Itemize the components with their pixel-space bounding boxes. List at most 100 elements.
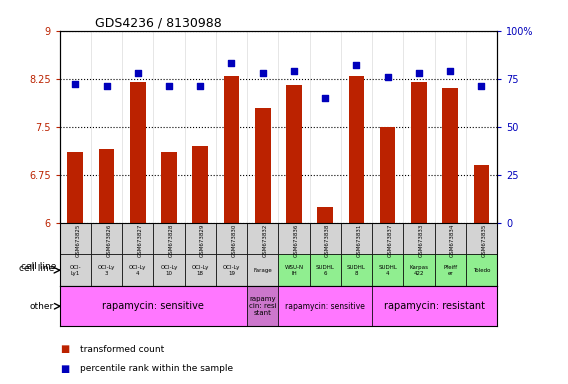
Text: GSM673829: GSM673829 — [200, 224, 205, 257]
Point — [352, 62, 361, 68]
Bar — [318, 207, 333, 223]
Bar — [130, 82, 145, 223]
Bar — [185, 255, 216, 286]
Bar — [216, 255, 247, 286]
Text: ■: ■ — [60, 364, 69, 374]
Text: GSM673832: GSM673832 — [262, 224, 268, 257]
Text: other: other — [30, 302, 54, 311]
Bar — [247, 255, 278, 286]
Bar — [60, 286, 247, 326]
Bar — [341, 255, 372, 286]
Bar — [474, 165, 489, 223]
Bar — [278, 286, 372, 326]
Bar — [216, 223, 247, 255]
Text: ■: ■ — [60, 344, 69, 354]
Bar — [411, 82, 427, 223]
Text: GSM673825: GSM673825 — [75, 224, 80, 257]
Text: SUDHL
6: SUDHL 6 — [316, 265, 335, 276]
Bar — [153, 223, 185, 255]
Bar — [255, 108, 270, 223]
Bar — [310, 255, 341, 286]
Bar — [380, 127, 395, 223]
Bar — [372, 255, 403, 286]
Point — [70, 81, 80, 88]
Bar — [153, 255, 185, 286]
Text: WSU-N
IH: WSU-N IH — [285, 265, 303, 276]
Text: rapamycin: resistant: rapamycin: resistant — [384, 301, 485, 311]
Bar — [349, 76, 364, 223]
Bar — [435, 255, 466, 286]
Text: GSM673835: GSM673835 — [482, 224, 486, 257]
Text: GSM673831: GSM673831 — [357, 224, 361, 257]
Bar — [278, 255, 310, 286]
Point — [320, 95, 329, 101]
Text: OCI-Ly
18: OCI-Ly 18 — [191, 265, 209, 276]
Bar — [403, 223, 435, 255]
Point — [445, 68, 454, 74]
Text: Farage: Farage — [253, 268, 272, 273]
Point — [227, 60, 236, 66]
Text: GSM673826: GSM673826 — [107, 224, 111, 257]
Point — [477, 83, 486, 89]
Bar — [99, 149, 114, 223]
Bar — [466, 255, 497, 286]
Text: GSM673836: GSM673836 — [294, 224, 299, 257]
Bar — [341, 223, 372, 255]
Bar — [161, 152, 177, 223]
Text: OCI-Ly
3: OCI-Ly 3 — [98, 265, 115, 276]
Bar — [403, 255, 435, 286]
Bar — [372, 223, 403, 255]
Bar — [286, 85, 302, 223]
Text: GSM673828: GSM673828 — [169, 224, 174, 257]
Bar — [442, 88, 458, 223]
Text: cell line: cell line — [22, 262, 57, 271]
Text: GSM673827: GSM673827 — [138, 224, 143, 257]
Bar — [372, 286, 497, 326]
Point — [258, 70, 267, 76]
Bar — [122, 223, 153, 255]
Point — [133, 70, 142, 76]
Text: OCI-Ly
4: OCI-Ly 4 — [129, 265, 147, 276]
Point — [383, 74, 392, 80]
Text: Karpas
422: Karpas 422 — [410, 265, 428, 276]
Bar — [247, 286, 278, 326]
Bar — [60, 255, 91, 286]
Bar — [310, 223, 341, 255]
Text: SUDHL
8: SUDHL 8 — [347, 265, 366, 276]
Point — [102, 83, 111, 89]
Text: SUDHL
4: SUDHL 4 — [378, 265, 397, 276]
Text: rapamycin: sensitive: rapamycin: sensitive — [102, 301, 204, 311]
Bar — [185, 223, 216, 255]
Text: percentile rank within the sample: percentile rank within the sample — [80, 364, 233, 373]
Bar — [60, 223, 91, 255]
Bar — [68, 152, 83, 223]
Text: GDS4236 / 8130988: GDS4236 / 8130988 — [95, 17, 222, 30]
Bar — [435, 223, 466, 255]
Text: GSM673830: GSM673830 — [232, 224, 236, 257]
Text: rapamycin: sensitive: rapamycin: sensitive — [285, 302, 365, 311]
Text: cell line: cell line — [19, 264, 54, 273]
Bar — [91, 223, 122, 255]
Bar — [122, 255, 153, 286]
Text: OCI-
Ly1: OCI- Ly1 — [69, 265, 81, 276]
Point — [289, 68, 299, 74]
Bar — [91, 255, 122, 286]
Text: GSM673834: GSM673834 — [450, 224, 455, 257]
Text: Toledo: Toledo — [473, 268, 490, 273]
Bar — [224, 76, 239, 223]
Point — [165, 83, 174, 89]
Bar — [466, 223, 497, 255]
Text: GSM673838: GSM673838 — [325, 224, 330, 257]
Text: OCI-Ly
10: OCI-Ly 10 — [160, 265, 178, 276]
Point — [195, 83, 204, 89]
Text: GSM673837: GSM673837 — [387, 224, 392, 257]
Bar — [278, 223, 310, 255]
Text: rapamy
cin: resi
stant: rapamy cin: resi stant — [249, 296, 277, 316]
Text: Pfeiff
er: Pfeiff er — [443, 265, 457, 276]
Bar — [193, 146, 208, 223]
Text: OCI-Ly
19: OCI-Ly 19 — [223, 265, 240, 276]
Bar — [247, 223, 278, 255]
Text: transformed count: transformed count — [80, 345, 164, 354]
Point — [414, 70, 423, 76]
Text: GSM673833: GSM673833 — [419, 224, 424, 257]
